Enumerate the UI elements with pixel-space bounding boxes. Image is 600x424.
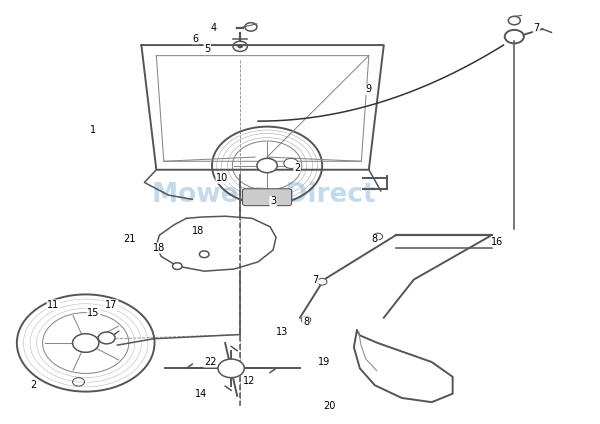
Text: 5: 5 xyxy=(204,44,211,54)
FancyBboxPatch shape xyxy=(242,189,292,206)
Text: Mowers  Direct: Mowers Direct xyxy=(152,182,376,208)
Circle shape xyxy=(73,334,99,352)
Circle shape xyxy=(238,45,242,48)
Text: 17: 17 xyxy=(105,300,118,310)
Text: 18: 18 xyxy=(192,226,205,236)
Circle shape xyxy=(172,263,182,270)
Text: 21: 21 xyxy=(123,234,136,245)
Text: 15: 15 xyxy=(87,308,100,318)
Text: 8: 8 xyxy=(303,317,309,327)
Circle shape xyxy=(98,332,115,344)
Circle shape xyxy=(199,251,209,258)
Text: 2: 2 xyxy=(294,163,300,173)
Text: 16: 16 xyxy=(491,237,503,247)
Text: 14: 14 xyxy=(195,389,208,399)
Text: 19: 19 xyxy=(318,357,330,367)
Text: 1: 1 xyxy=(91,125,97,134)
Circle shape xyxy=(373,233,383,240)
Text: 3: 3 xyxy=(270,196,276,206)
Text: 4: 4 xyxy=(210,23,216,33)
Circle shape xyxy=(317,278,327,285)
Circle shape xyxy=(257,158,277,173)
Text: 22: 22 xyxy=(204,357,217,367)
Text: 9: 9 xyxy=(366,84,372,95)
Circle shape xyxy=(284,158,298,168)
Text: 7: 7 xyxy=(533,23,539,33)
Text: 2: 2 xyxy=(31,380,37,390)
Text: 11: 11 xyxy=(47,300,59,310)
Circle shape xyxy=(301,316,311,323)
Text: 7: 7 xyxy=(312,275,318,285)
Circle shape xyxy=(218,359,244,378)
Text: 10: 10 xyxy=(216,173,229,183)
Text: 18: 18 xyxy=(153,243,166,253)
Text: 12: 12 xyxy=(243,376,256,386)
Text: 6: 6 xyxy=(192,34,199,44)
Text: 20: 20 xyxy=(324,402,336,411)
Text: 8: 8 xyxy=(372,234,378,245)
Text: 13: 13 xyxy=(276,327,288,338)
